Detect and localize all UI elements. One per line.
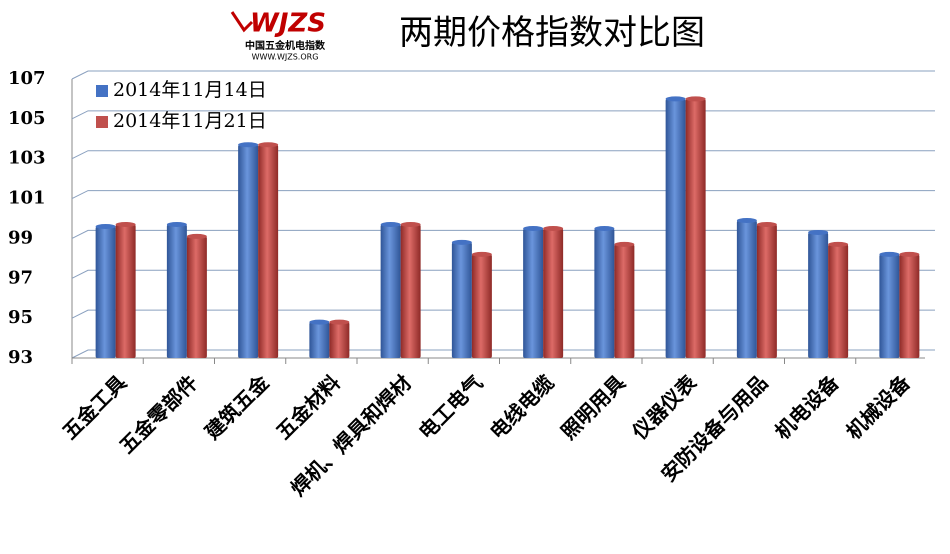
bar-top [614,241,635,247]
bar [309,322,330,358]
bar-top [95,223,116,229]
y-tick-label: 97 [8,267,33,288]
bar-top [879,251,900,257]
x-tick-label: 五金材料 [271,370,345,444]
bar-top [451,239,472,245]
logo-url: WWW.WJZS.ORG [252,53,319,62]
chart-title: 两期价格指数对比图 [399,13,705,53]
y-tick-label: 99 [8,227,33,248]
bar-top [736,217,757,223]
bar-top [543,225,564,231]
x-tick-label: 机械设备 [841,370,915,444]
logo-mark: WJZS [250,9,326,39]
bar [899,254,920,358]
bar [523,228,544,358]
bar [614,244,635,358]
logo: WJZS 中国五金机电指数 WWW.WJZS.ORG [230,9,326,62]
y-tick-label: 107 [8,68,46,89]
x-tick-label: 焊机、焊具和焊材 [286,370,416,500]
bar [451,242,472,358]
x-tick-label: 电工电气 [414,370,488,444]
grid-line [71,190,935,200]
bar [736,220,757,358]
bar [166,224,187,358]
bar [756,224,777,358]
bar-top [258,142,279,148]
bar-top [329,319,350,325]
x-tick-label: 电线电缆 [485,370,559,444]
bar [471,254,492,358]
bar-top [380,221,401,227]
grid-line [71,70,935,80]
bar [186,236,207,358]
bar [95,226,116,358]
x-tick-label: 五金零部件 [115,370,203,458]
bar-top [400,221,421,227]
bar-top [594,225,615,231]
bar-top [523,225,544,231]
grid-line [71,309,935,319]
bar-top [899,251,920,257]
bar [808,232,829,358]
grid-line [71,150,935,160]
y-tick-label: 93 [8,347,33,368]
bar [685,98,706,358]
y-tick-label: 101 [8,188,46,209]
legend-swatch [96,85,108,97]
bar-top [186,233,207,239]
y-tick-label: 105 [8,108,46,129]
grid-line [71,349,935,359]
bar-top [115,221,136,227]
bar-top [828,241,849,247]
bar [238,144,259,358]
bar-top [471,251,492,257]
bar [594,228,615,358]
x-tick-label: 五金工具 [58,370,132,444]
bar-top [309,319,330,325]
x-tick-label: 机电设备 [770,370,844,444]
bar-top [238,142,259,148]
bar-top [756,221,777,227]
bar-top [808,229,829,235]
grid-line [71,229,935,239]
legend-label: 2014年11月14日 [113,79,267,101]
grid-line [71,110,935,120]
x-tick-label: 建筑五金 [200,370,274,444]
bar [543,228,564,358]
bar-top [166,221,187,227]
bar-top [685,96,706,102]
bar [258,144,279,358]
bar-top [665,96,686,102]
legend-label: 2014年11月21日 [113,110,267,132]
logo-name: 中国五金机电指数 [245,39,326,52]
x-tick-label: 照明用具 [556,370,630,444]
bar [879,254,900,358]
bar [400,224,421,358]
bar [665,98,686,358]
bar [115,224,136,358]
y-tick-label: 95 [8,307,33,328]
y-tick-label: 103 [8,148,46,169]
legend-swatch [96,116,108,128]
bar [828,244,849,358]
grid-line [71,269,935,279]
x-tick-label: 仪器仪表 [627,370,702,445]
logo-arrow [230,11,254,33]
bar [380,224,401,358]
bar [329,322,350,358]
